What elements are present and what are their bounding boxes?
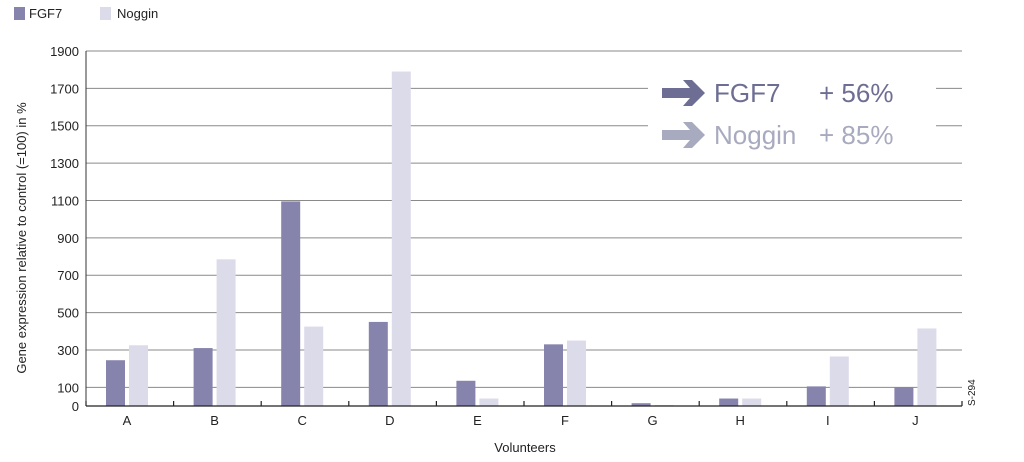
x-tick-label-e: E [473,413,482,428]
y-tick-label: 1900 [50,44,79,59]
bars [106,71,937,406]
y-tick-label: 1700 [50,81,79,96]
y-tick-label: 1100 [51,193,79,208]
x-tick-label-j: J [912,413,919,428]
y-tick-label: 900 [57,231,79,246]
legend-swatch-noggin [100,7,111,20]
arrow-right-icon-fgf7 [662,80,705,106]
y-tick-label: 1500 [50,119,79,134]
bar-noggin-h [742,398,762,406]
x-tick-label-d: D [385,413,394,428]
x-axis-title: Volunteers [494,440,556,455]
legend-swatch-fgf7 [14,7,25,20]
bar-fgf7-j [894,387,914,406]
arrow-right-icon-noggin [662,122,705,148]
callout-value-noggin: + 85% [819,120,893,150]
callout-value-fgf7: + 56% [819,78,893,108]
figure-code: S-294 [967,379,978,406]
bar-fgf7-h [719,398,739,406]
x-tick-label-b: B [210,413,219,428]
bar-noggin-j [917,328,937,406]
legend-label-noggin: Noggin [117,6,158,21]
callout-box: FGF7 + 56% Noggin + 85% [648,70,936,158]
bar-noggin-i [829,356,849,406]
x-axis: A B C D E F G H I J [85,401,963,428]
y-axis-title: Gene expression relative to control (=10… [14,102,29,374]
x-tick-label-c: C [298,413,307,428]
x-tick-label-a: A [123,413,132,428]
bar-noggin-a [129,345,148,406]
bar-noggin-c [304,326,324,406]
y-tick-label: 0 [72,399,79,414]
legend-label-fgf7: FGF7 [29,6,62,21]
x-tick-label-g: G [648,413,658,428]
y-tick-label: 1300 [50,156,79,171]
x-tick-label-i: I [826,413,830,428]
bar-fgf7-i [806,386,826,406]
bar-fgf7-e [456,380,476,406]
y-tick-label: 700 [57,268,79,283]
bar-noggin-b [216,259,236,406]
bar-fgf7-b [193,348,213,406]
bar-fgf7-g [631,403,651,406]
callout-label-fgf7: FGF7 [714,78,780,108]
bar-noggin-e [479,398,499,406]
bar-noggin-d [391,71,411,406]
callout-label-noggin: Noggin [714,120,796,150]
bar-fgf7-f [544,344,563,406]
bar-fgf7-d [368,321,388,406]
bar-fgf7-c [281,201,301,406]
y-axis-ticks: 0 100 300 500 700 900 1100 1300 1500 1700 1900 [50,44,79,414]
bar-noggin-f [567,340,586,406]
x-tick-label-f: F [561,413,569,428]
x-tick-label-h: H [736,413,745,428]
y-tick-label: 500 [57,306,79,321]
bar-fgf7-a [106,360,125,406]
y-tick-label: 100 [57,380,79,395]
legend: FGF7 Noggin [14,6,158,21]
y-tick-label: 300 [57,343,79,358]
